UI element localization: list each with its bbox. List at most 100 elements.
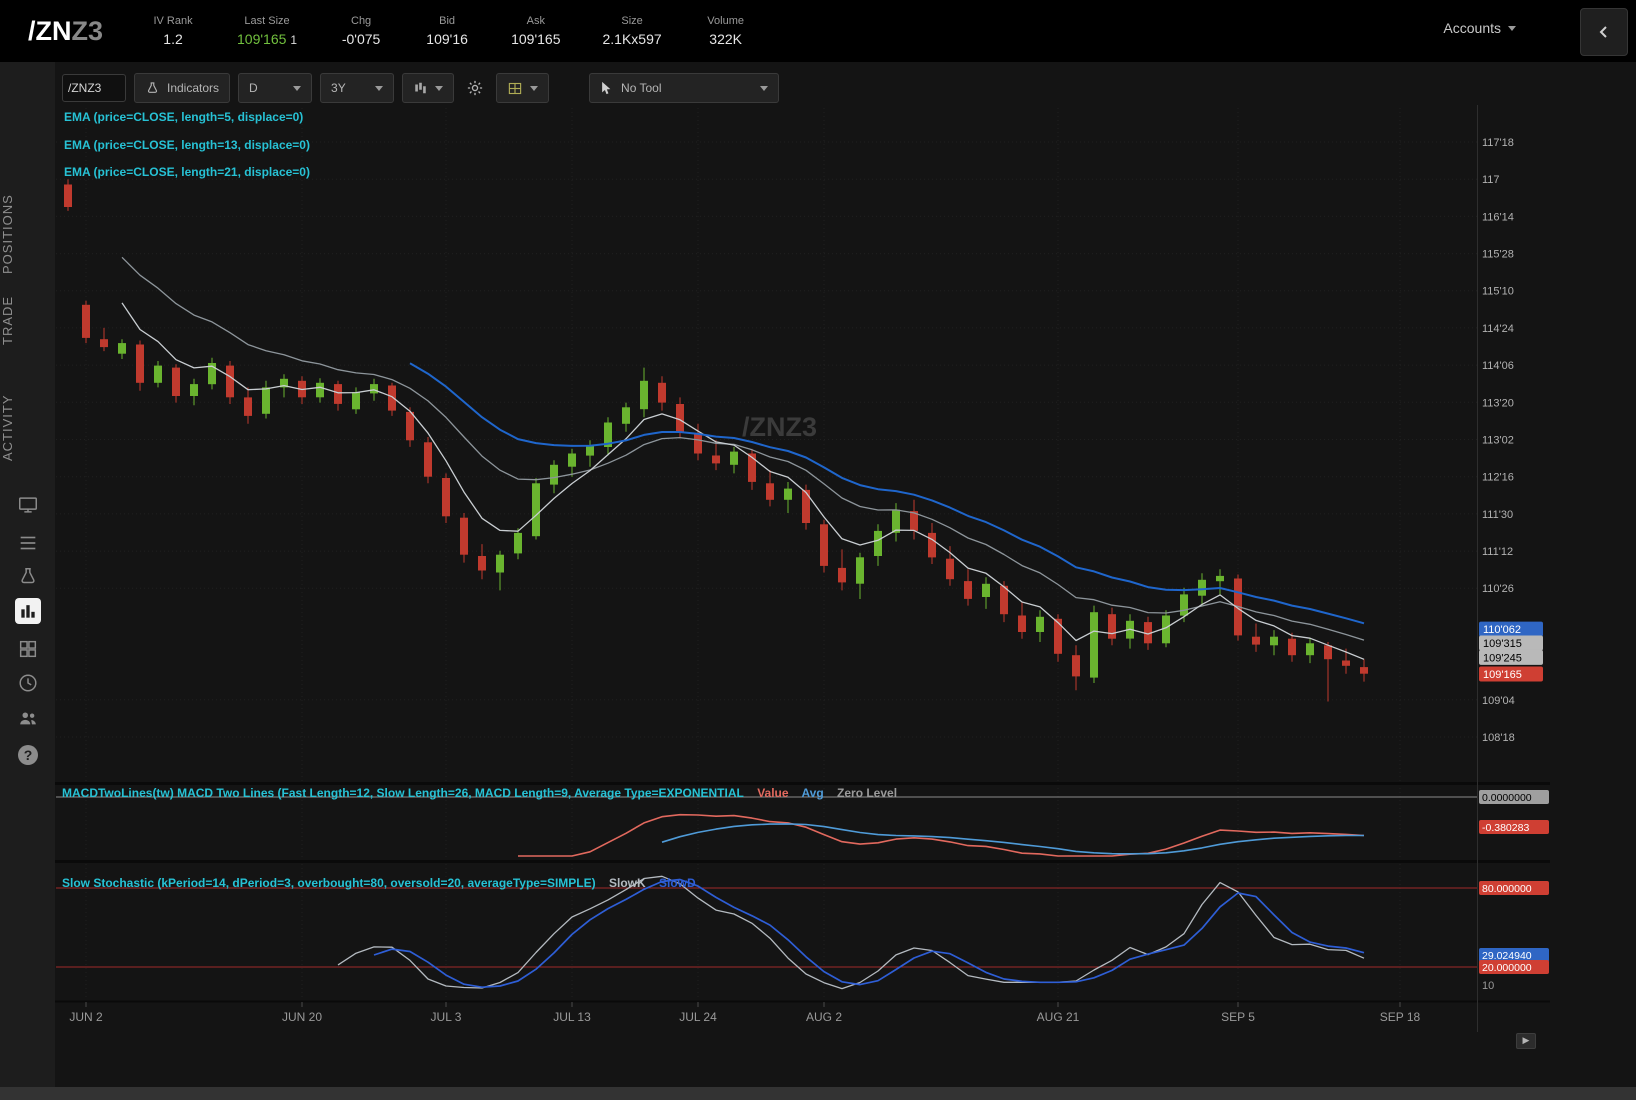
- jump-to-latest-button[interactable]: ▶: [1516, 1033, 1536, 1049]
- stat-label: IV Rank: [153, 15, 193, 27]
- help-icon[interactable]: ?: [15, 742, 41, 768]
- flask-icon[interactable]: [15, 564, 41, 590]
- clock-icon[interactable]: [15, 670, 41, 696]
- grid-icon[interactable]: [15, 636, 41, 662]
- question-mark-glyph: ?: [18, 745, 38, 765]
- stoch-label-text: Slow Stochastic (kPeriod=14, dPeriod=3, …: [62, 876, 596, 890]
- svg-text:JUN 2: JUN 2: [69, 1010, 103, 1024]
- svg-text:20.000000: 20.000000: [1482, 962, 1532, 974]
- last-size: 1: [290, 33, 298, 47]
- macd-label-text: MACDTwoLines(tw) MACD Two Lines (Fast Le…: [62, 786, 744, 800]
- chart-toolbar: Indicators D 3Y No Tool: [62, 72, 780, 104]
- monitor-icon[interactable]: [15, 492, 41, 518]
- axis-price-box: [1479, 666, 1543, 682]
- svg-text:115'10: 115'10: [1482, 286, 1514, 298]
- svg-text:114'24: 114'24: [1482, 323, 1514, 335]
- macd-panel: [56, 796, 1477, 857]
- svg-text:116'14: 116'14: [1482, 211, 1514, 223]
- svg-text:29.024940: 29.024940: [1482, 950, 1532, 962]
- stat-label: Last Size: [244, 15, 290, 27]
- chevron-left-icon: [1599, 26, 1607, 38]
- svg-text:112'16: 112'16: [1482, 472, 1514, 484]
- svg-text:109'245: 109'245: [1483, 652, 1522, 664]
- svg-text:109'315: 109'315: [1483, 638, 1522, 650]
- axis-value-box: [1479, 820, 1549, 834]
- bottom-edge-strip: [0, 1087, 1636, 1100]
- chart-style-dropdown[interactable]: [402, 73, 455, 103]
- stat-size: Size 2.1Kx597: [602, 15, 661, 47]
- stat-iv-rank: IV Rank 1.2: [151, 15, 195, 47]
- stat-label: Ask: [526, 15, 545, 27]
- chevron-down-icon: [1508, 25, 1516, 31]
- candle-style-icon: [415, 82, 426, 94]
- bid-value: 109'16: [426, 31, 468, 47]
- ema21-study-label[interactable]: EMA (price=CLOSE, length=21, displace=0): [64, 165, 310, 179]
- symbol-title: /ZNZ3: [28, 16, 103, 47]
- gear-icon: [467, 80, 483, 96]
- accounts-label: Accounts: [1443, 20, 1501, 36]
- ema-lines: [121, 256, 1365, 660]
- stat-chg: Chg -0'075: [339, 15, 383, 47]
- settings-button[interactable]: [462, 74, 488, 102]
- stat-label: Bid: [439, 15, 456, 27]
- svg-text:115'28: 115'28: [1482, 249, 1514, 261]
- stoch-legend-slowd: SlowD: [659, 876, 696, 890]
- chevron-down-icon: [530, 85, 539, 91]
- timeframe-dropdown[interactable]: D: [238, 73, 313, 103]
- stoch-study-label[interactable]: Slow Stochastic (kPeriod=14, dPeriod=3, …: [62, 876, 706, 890]
- grid-lines: [56, 108, 1477, 1000]
- svg-text:113'20: 113'20: [1482, 397, 1514, 409]
- svg-text:117: 117: [1482, 174, 1500, 186]
- svg-text:JUL 3: JUL 3: [431, 1010, 462, 1024]
- macd-study-label[interactable]: MACDTwoLines(tw) MACD Two Lines (Fast Le…: [62, 786, 907, 800]
- people-icon[interactable]: [15, 705, 41, 731]
- axis-value-box: [1479, 790, 1549, 804]
- ema13-study-label[interactable]: EMA (price=CLOSE, length=13, displace=0): [64, 138, 310, 152]
- stat-label: Chg: [351, 15, 372, 27]
- svg-text:0.0000000: 0.0000000: [1482, 792, 1532, 804]
- accounts-dropdown[interactable]: Accounts: [1443, 20, 1516, 36]
- svg-text:10: 10: [1482, 980, 1494, 992]
- svg-text:JUL 13: JUL 13: [553, 1010, 591, 1024]
- collapse-panel-button[interactable]: [1580, 8, 1628, 56]
- top-header: /ZNZ3 IV Rank 1.2 Last Size 109'165 1 Chg…: [0, 0, 1636, 62]
- axis-price-box: [1479, 635, 1543, 651]
- cursor-icon: [602, 81, 611, 95]
- ask-value: 109'165: [511, 31, 561, 47]
- ema5-study-label[interactable]: EMA (price=CLOSE, length=5, displace=0): [64, 110, 304, 124]
- svg-text:111'12: 111'12: [1482, 546, 1513, 558]
- indicators-button[interactable]: Indicators: [134, 73, 231, 103]
- symbol-root: /ZN: [28, 15, 72, 46]
- size-value: 2.1Kx597: [602, 31, 662, 47]
- axis-value-box: [1479, 948, 1549, 962]
- quote-stats: IV Rank 1.2 Last Size 109'165 1 Chg -0'07…: [151, 15, 748, 47]
- range-dropdown[interactable]: 3Y: [320, 73, 395, 103]
- svg-text:JUL 24: JUL 24: [679, 1010, 717, 1024]
- chevron-down-icon: [293, 85, 302, 91]
- svg-text:108'18: 108'18: [1482, 732, 1515, 744]
- watchlist-icon[interactable]: [15, 530, 41, 556]
- chevron-down-icon: [435, 85, 444, 91]
- price-axis: 117'18 117 116'14 115'28 115'10 114'24 114'06 1…: [1479, 137, 1549, 992]
- stat-ask: Ask 109'165: [511, 15, 560, 47]
- watermark: /ZNZ3: [742, 412, 817, 442]
- svg-text:110'26: 110'26: [1482, 583, 1514, 595]
- drawing-tool-dropdown[interactable]: No Tool: [589, 73, 780, 103]
- svg-text:114'06: 114'06: [1482, 360, 1514, 372]
- axis-value-box: [1479, 960, 1549, 974]
- left-sidebar: POSITIONS TRADE ACTIVITY ?: [0, 62, 55, 1100]
- layout-grid-icon: [508, 82, 522, 94]
- svg-text:117'18: 117'18: [1482, 137, 1514, 149]
- stat-label: Volume: [707, 15, 744, 27]
- macd-legend-value: Value: [757, 786, 789, 800]
- layout-grid-dropdown[interactable]: [496, 73, 550, 103]
- symbol-input[interactable]: [62, 74, 126, 102]
- chart-icon[interactable]: [15, 598, 41, 624]
- svg-text:80.000000: 80.000000: [1482, 883, 1532, 895]
- axis-price-box: [1479, 649, 1543, 665]
- chevron-down-icon: [760, 85, 769, 91]
- macd-legend-zero: Zero Level: [837, 786, 898, 800]
- svg-text:110'062: 110'062: [1483, 624, 1521, 636]
- stat-label: Size: [621, 15, 643, 27]
